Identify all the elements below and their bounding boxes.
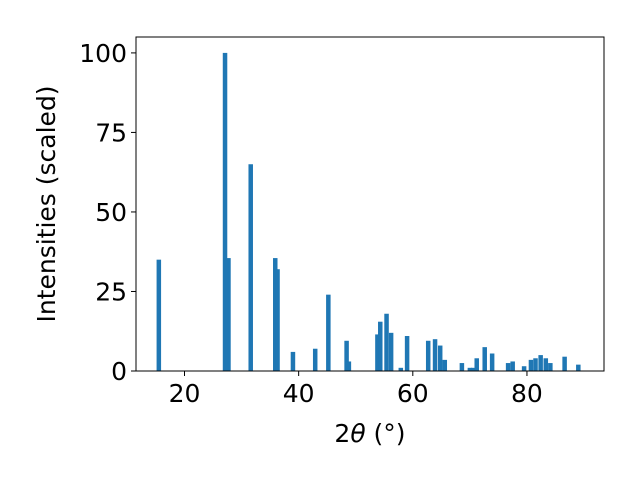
bar <box>275 269 280 371</box>
bar <box>442 359 448 371</box>
x-tick-label: 80 <box>511 379 543 408</box>
bar <box>404 336 410 371</box>
bar <box>538 355 543 371</box>
bar <box>226 258 231 371</box>
bar <box>505 363 511 371</box>
bar <box>425 340 431 371</box>
x-axis-label: 2θ (°) <box>334 419 405 448</box>
bar <box>521 366 527 371</box>
plot-frame <box>135 36 605 372</box>
bar <box>375 334 380 371</box>
bar <box>378 321 383 371</box>
y-axis-label: Intensities (scaled) <box>32 85 61 322</box>
bar <box>156 259 162 371</box>
y-tick-label: 75 <box>95 118 127 147</box>
bar-series <box>156 52 581 372</box>
x-tick-label: 40 <box>283 379 315 408</box>
bar <box>467 367 473 371</box>
bar <box>388 332 394 371</box>
x-axis-label-prefix: 2 <box>334 419 350 448</box>
x-axis-label-theta: θ <box>350 419 365 448</box>
bar <box>489 353 495 371</box>
bar <box>562 356 567 371</box>
bar <box>533 358 538 371</box>
bar <box>528 359 534 371</box>
y-tick-label: 100 <box>79 39 127 68</box>
bar <box>576 364 581 371</box>
bar <box>248 164 253 371</box>
bar <box>398 367 404 371</box>
bar <box>273 258 278 371</box>
bar <box>510 361 515 371</box>
y-tick-label: 50 <box>95 198 127 227</box>
y-tick-label: 0 <box>111 357 127 386</box>
bar <box>471 367 476 371</box>
bar <box>290 351 296 371</box>
y-axis-ticks: 0 25 50 75 100 <box>79 39 136 386</box>
bar <box>346 361 352 371</box>
x-axis-label-unit: (°) <box>366 419 406 448</box>
x-axis-ticks: 20 40 60 80 <box>169 371 543 408</box>
bar <box>459 363 465 371</box>
bar <box>474 358 479 371</box>
bar <box>482 347 487 371</box>
x-tick-label: 20 <box>169 379 201 408</box>
bar <box>222 52 228 372</box>
bar <box>432 339 438 371</box>
x-tick-label: 60 <box>397 379 429 408</box>
bar <box>548 363 553 371</box>
bar <box>543 358 549 371</box>
bar <box>384 313 389 371</box>
bar <box>437 345 443 371</box>
bar <box>326 294 331 371</box>
bar <box>344 340 349 371</box>
bar <box>312 348 318 371</box>
y-tick-label: 25 <box>95 277 127 306</box>
